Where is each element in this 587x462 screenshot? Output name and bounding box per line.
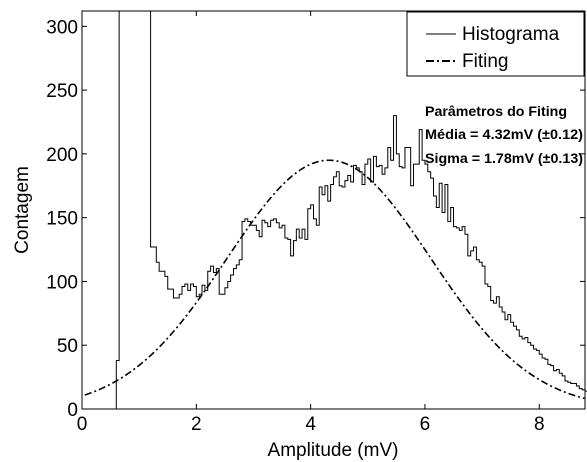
annotation-mean: Média = 4.32mV (±0.12): [425, 126, 583, 142]
y-tick-label: 300: [46, 17, 78, 38]
x-tick-label: 4: [305, 414, 316, 435]
y-tick-label: 250: [46, 81, 78, 102]
legend: Histograma Fiting: [406, 11, 585, 77]
annotation-sigma: Sigma = 1.78mV (±0.13): [425, 150, 583, 166]
y-axis-label: Contagem: [12, 166, 33, 254]
histogram-line: [115, 10, 587, 409]
annotation-title: Parâmetros do Fiting: [425, 103, 567, 119]
legend-label-fiting: Fiting: [462, 51, 508, 72]
fit-series: [84, 159, 585, 400]
x-tick-label: 2: [191, 414, 202, 435]
axis-ticks: 0 2 4 6 8 0 50 100 150 200 250 300: [46, 11, 585, 435]
fit-parameters-annotation: Parâmetros do Fiting Média = 4.32mV (±0.…: [425, 103, 583, 166]
x-tick-label: 8: [534, 414, 545, 435]
fit-curve: [84, 159, 585, 400]
axes-box: [81, 10, 586, 410]
legend-label-histograma: Histograma: [462, 24, 560, 45]
histogram-series: [115, 10, 587, 409]
x-tick-label: 6: [420, 414, 431, 435]
y-tick-label: 150: [46, 209, 78, 230]
y-tick-label: 50: [57, 336, 78, 357]
legend-box: [406, 11, 585, 77]
y-tick-label: 200: [46, 145, 78, 166]
x-tick-label: 0: [77, 414, 88, 435]
y-tick-label: 100: [46, 272, 78, 293]
x-axis-label: Amplitude (mV): [268, 440, 399, 461]
y-tick-label: 0: [67, 400, 78, 421]
